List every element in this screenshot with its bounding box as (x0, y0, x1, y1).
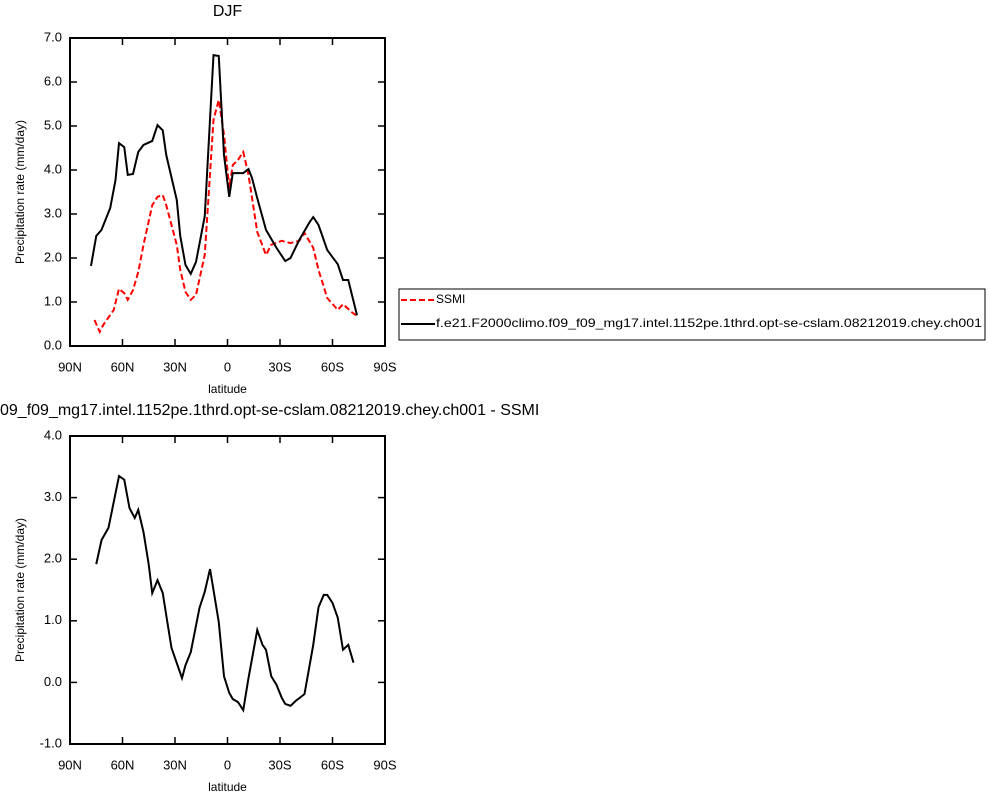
y-axis-label: Precipitation rate (mm/day) (13, 518, 27, 662)
y-tick-label: 3.0 (44, 205, 62, 220)
y-tick-label: 2.0 (44, 551, 62, 566)
x-axis-label: latitude (208, 382, 247, 396)
data-line (93, 99, 358, 335)
y-tick-label: 1.0 (44, 612, 62, 627)
y-tick-label: 3.0 (44, 489, 62, 504)
y-tick-label: 0.0 (44, 337, 62, 352)
x-tick-label: 90N (58, 359, 82, 374)
y-tick-label: 6.0 (44, 73, 62, 88)
x-axis-label: latitude (208, 780, 247, 794)
x-tick-label: 90N (58, 757, 82, 772)
x-tick-label: 60S (321, 359, 344, 374)
chart-title: DJF (213, 3, 243, 20)
x-tick-label: 90S (373, 757, 396, 772)
y-tick-label: 7.0 (44, 29, 62, 44)
y-axis-label: Precipitation rate (mm/day) (13, 120, 27, 264)
y-tick-label: 0.0 (44, 674, 62, 689)
x-tick-label: 60N (111, 757, 135, 772)
x-tick-label: 30N (163, 359, 187, 374)
y-tick-label: 4.0 (44, 161, 62, 176)
y-tick-label: 5.0 (44, 117, 62, 132)
legend-label: f.e21.F2000climo.f09_f09_mg17.intel.1152… (436, 316, 982, 330)
y-tick-label: 1.0 (44, 293, 62, 308)
chart-title: 09_f09_mg17.intel.1152pe.1thrd.opt-se-cs… (0, 402, 539, 419)
x-tick-label: 30N (163, 757, 187, 772)
x-tick-label: 60S (321, 757, 344, 772)
x-tick-label: 30S (268, 757, 291, 772)
y-tick-label: 4.0 (44, 427, 62, 442)
x-tick-label: 30S (268, 359, 291, 374)
x-tick-label: 60N (111, 359, 135, 374)
y-tick-label: -1.0 (40, 735, 62, 750)
data-line (95, 474, 355, 713)
data-line (90, 53, 358, 316)
x-tick-label: 0 (224, 359, 231, 374)
x-tick-label: 90S (373, 359, 396, 374)
legend-box (398, 288, 986, 341)
y-tick-label: 2.0 (44, 249, 62, 264)
x-tick-label: 0 (224, 757, 231, 772)
legend-label: SSMI (436, 292, 465, 306)
